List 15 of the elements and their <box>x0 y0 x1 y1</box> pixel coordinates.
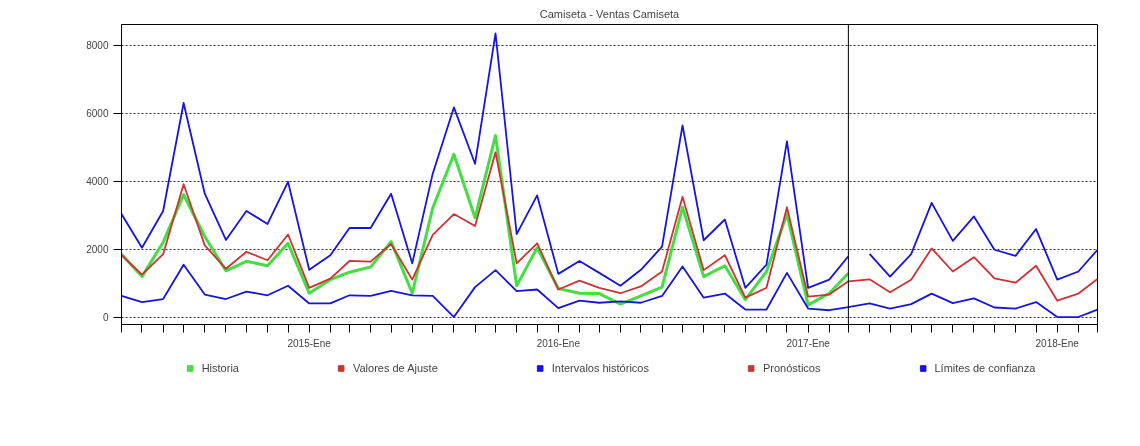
legend-label: Historia <box>201 362 239 374</box>
y-tick-label: 2000 <box>86 244 109 256</box>
y-tick-label: 4000 <box>86 176 109 188</box>
y-tick-label: 8000 <box>86 40 109 52</box>
y-tick-label: 0 <box>102 312 109 324</box>
chart-title: Camiseta - Ventas Camiseta <box>539 7 681 20</box>
x-tick-label: 2015-Ene <box>287 337 332 349</box>
legend-label: Límites de confianza <box>934 362 1036 374</box>
x-tick-label: 2017-Ene <box>786 337 831 349</box>
x-tick-label: 2018-Ene <box>1035 337 1080 349</box>
y-tick-label: 6000 <box>86 108 109 120</box>
legend-label: Valores de Ajuste <box>352 362 438 374</box>
legend-label: Pronósticos <box>762 362 821 374</box>
legend-label: Intervalos históricos <box>551 362 649 374</box>
x-tick-label: 2016-Ene <box>536 337 581 349</box>
